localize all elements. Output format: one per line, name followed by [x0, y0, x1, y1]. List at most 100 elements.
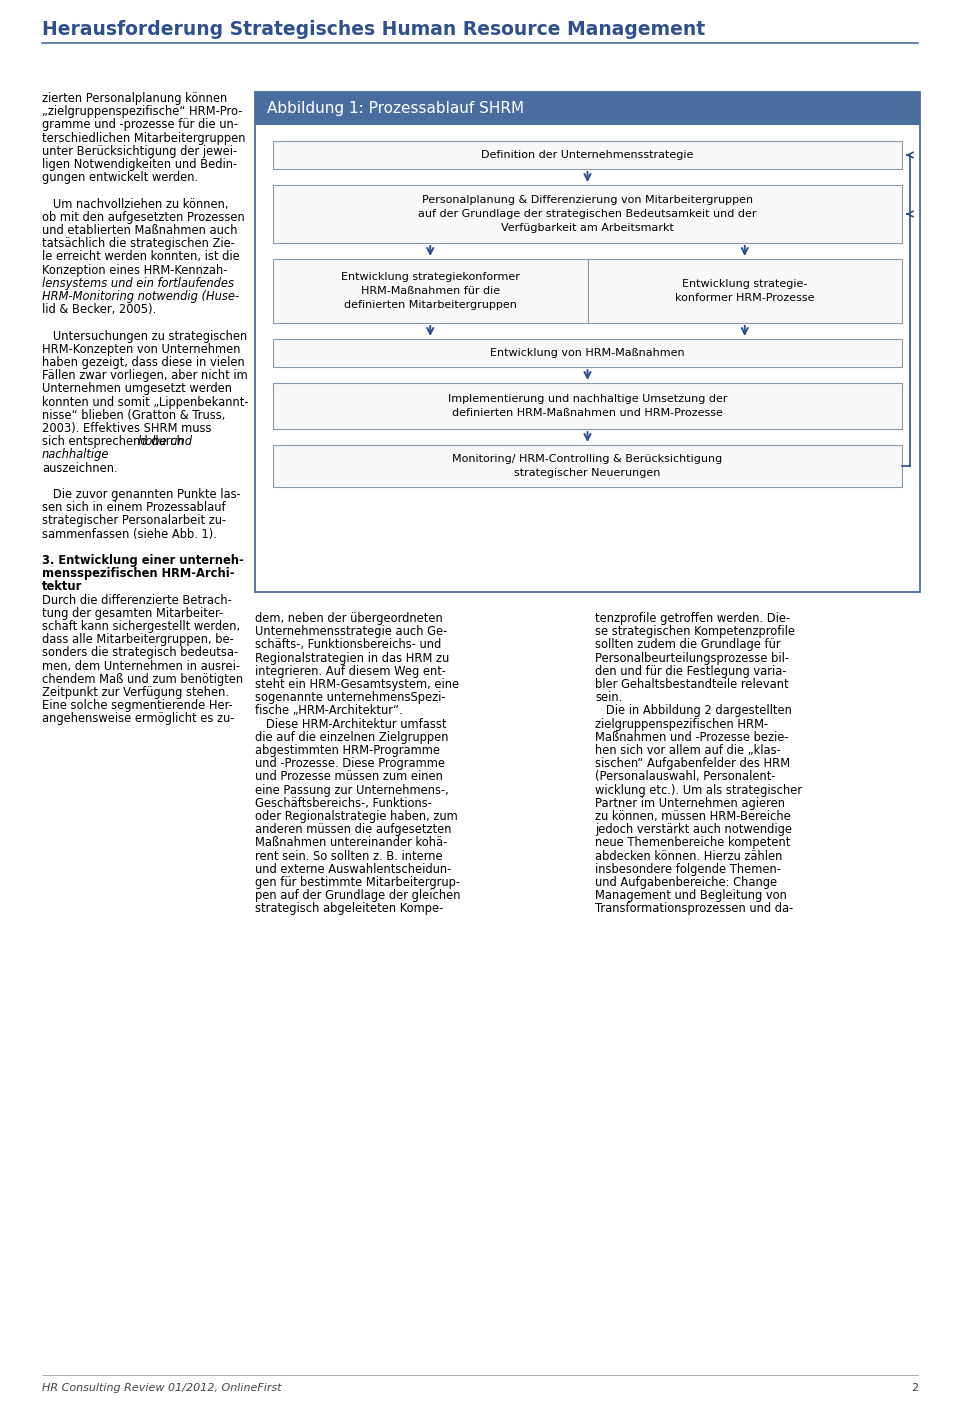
- Text: sollten zudem die Grundlage für: sollten zudem die Grundlage für: [595, 638, 780, 651]
- Text: Maßnahmen und -Prozesse bezie-: Maßnahmen und -Prozesse bezie-: [595, 730, 788, 744]
- Bar: [273, 445, 902, 486]
- Text: und etablierten Maßnahmen auch: und etablierten Maßnahmen auch: [42, 224, 237, 237]
- Text: eine Passung zur Unternehmens-,: eine Passung zur Unternehmens-,: [255, 784, 448, 797]
- Text: Die in Abbildung 2 dargestellten: Die in Abbildung 2 dargestellten: [595, 705, 792, 718]
- Text: pen auf der Grundlage der gleichen: pen auf der Grundlage der gleichen: [255, 889, 461, 902]
- Text: gungen entwickelt werden.: gungen entwickelt werden.: [42, 172, 198, 184]
- Text: sammenfassen (siehe Abb. 1).: sammenfassen (siehe Abb. 1).: [42, 527, 217, 540]
- Text: Maßnahmen untereinander kohä-: Maßnahmen untereinander kohä-: [255, 837, 447, 849]
- Bar: [273, 339, 902, 367]
- Text: anderen müssen die aufgesetzten: anderen müssen die aufgesetzten: [255, 824, 451, 837]
- Text: integrieren. Auf diesem Weg ent-: integrieren. Auf diesem Weg ent-: [255, 665, 446, 678]
- Text: lid & Becker, 2005).: lid & Becker, 2005).: [42, 303, 156, 316]
- Text: haben gezeigt, dass diese in vielen: haben gezeigt, dass diese in vielen: [42, 356, 245, 369]
- Text: schäfts-, Funktionsbereichs- und: schäfts-, Funktionsbereichs- und: [255, 638, 442, 651]
- Text: Implementierung und nachhaltige Umsetzung der
definierten HRM-Maßnahmen und HRM-: Implementierung und nachhaltige Umsetzun…: [447, 394, 728, 418]
- Text: 2003). Effektives SHRM muss: 2003). Effektives SHRM muss: [42, 423, 211, 435]
- Text: abgestimmten HRM-Programme: abgestimmten HRM-Programme: [255, 744, 440, 757]
- Text: sein.: sein.: [595, 691, 622, 705]
- Text: gen für bestimmte Mitarbeitergrup-: gen für bestimmte Mitarbeitergrup-: [255, 876, 460, 889]
- Text: Unternehmensstrategie auch Ge-: Unternehmensstrategie auch Ge-: [255, 625, 447, 638]
- Text: bler Gehaltsbestandteile relevant: bler Gehaltsbestandteile relevant: [595, 678, 788, 691]
- Text: Regionalstrategien in das HRM zu: Regionalstrategien in das HRM zu: [255, 652, 449, 665]
- Text: strategisch abgeleiteten Kompe-: strategisch abgeleiteten Kompe-: [255, 902, 444, 916]
- Text: wicklung etc.). Um als strategischer: wicklung etc.). Um als strategischer: [595, 784, 803, 797]
- Text: nisse“ blieben (Gratton & Truss,: nisse“ blieben (Gratton & Truss,: [42, 408, 226, 421]
- Text: le erreicht werden konnten, ist die: le erreicht werden konnten, ist die: [42, 251, 240, 264]
- Text: mensspezifischen HRM-Archi-: mensspezifischen HRM-Archi-: [42, 567, 234, 580]
- Text: und Aufgabenbereiche: Change: und Aufgabenbereiche: Change: [595, 876, 778, 889]
- Text: sonders die strategisch bedeutsa-: sonders die strategisch bedeutsa-: [42, 647, 238, 659]
- Text: Monitoring/ HRM-Controlling & Berücksichtigung
strategischer Neuerungen: Monitoring/ HRM-Controlling & Berücksich…: [452, 454, 723, 478]
- Text: HR Consulting Review 01/2012, OnlineFirst: HR Consulting Review 01/2012, OnlineFirs…: [42, 1383, 281, 1392]
- Text: schaft kann sichergestellt werden,: schaft kann sichergestellt werden,: [42, 620, 240, 632]
- Bar: [273, 140, 902, 169]
- Text: rent sein. So sollten z. B. interne: rent sein. So sollten z. B. interne: [255, 849, 443, 862]
- Text: auszeichnen.: auszeichnen.: [42, 462, 118, 475]
- Text: tektur: tektur: [42, 580, 83, 593]
- Text: Unternehmen umgesetzt werden: Unternehmen umgesetzt werden: [42, 383, 232, 396]
- Text: Personalbeurteilungsprozesse bil-: Personalbeurteilungsprozesse bil-: [595, 652, 789, 665]
- Text: dass alle Mitarbeitergruppen, be-: dass alle Mitarbeitergruppen, be-: [42, 634, 233, 647]
- Text: Transformationsprozessen und da-: Transformationsprozessen und da-: [595, 902, 793, 916]
- Text: se strategischen Kompetenzprofile: se strategischen Kompetenzprofile: [595, 625, 795, 638]
- Text: zu können, müssen HRM-Bereiche: zu können, müssen HRM-Bereiche: [595, 810, 791, 822]
- Text: Eine solche segmentierende Her-: Eine solche segmentierende Her-: [42, 699, 232, 712]
- Text: sich entsprechend durch: sich entsprechend durch: [42, 435, 187, 448]
- Text: HRM-Konzepten von Unternehmen: HRM-Konzepten von Unternehmen: [42, 343, 241, 356]
- Text: gramme und -prozesse für die un-: gramme und -prozesse für die un-: [42, 118, 238, 132]
- Text: die auf die einzelnen Zielgruppen: die auf die einzelnen Zielgruppen: [255, 730, 448, 744]
- Text: steht ein HRM-Gesamtsystem, eine: steht ein HRM-Gesamtsystem, eine: [255, 678, 459, 691]
- Text: terschiedlichen Mitarbeitergruppen: terschiedlichen Mitarbeitergruppen: [42, 132, 246, 145]
- Text: chendem Maß und zum benötigten: chendem Maß und zum benötigten: [42, 672, 243, 686]
- Text: nachhaltige: nachhaltige: [42, 448, 109, 461]
- Text: Definition der Unternehmensstrategie: Definition der Unternehmensstrategie: [481, 150, 694, 160]
- Text: Herausforderung Strategisches Human Resource Management: Herausforderung Strategisches Human Reso…: [42, 20, 706, 40]
- Text: den und für die Festlegung varia-: den und für die Festlegung varia-: [595, 665, 786, 678]
- Text: tenzprofile getroffen werden. Die-: tenzprofile getroffen werden. Die-: [595, 613, 790, 625]
- Bar: [255, 92, 920, 591]
- Text: abdecken können. Hierzu zählen: abdecken können. Hierzu zählen: [595, 849, 782, 862]
- Text: Diese HRM-Architektur umfasst: Diese HRM-Architektur umfasst: [255, 718, 446, 730]
- Text: Fällen zwar vorliegen, aber nicht im: Fällen zwar vorliegen, aber nicht im: [42, 369, 248, 383]
- Bar: [255, 92, 920, 125]
- Text: tatsächlich die strategischen Zie-: tatsächlich die strategischen Zie-: [42, 237, 235, 250]
- Text: ob mit den aufgesetzten Prozessen: ob mit den aufgesetzten Prozessen: [42, 211, 245, 224]
- Text: angehensweise ermöglicht es zu-: angehensweise ermöglicht es zu-: [42, 712, 234, 726]
- Text: Entwicklung strategiekonformer
HRM-Maßnahmen für die
definierten Mitarbeitergrup: Entwicklung strategiekonformer HRM-Maßna…: [341, 272, 519, 309]
- Bar: [273, 184, 902, 242]
- Text: Die zuvor genannten Punkte las-: Die zuvor genannten Punkte las-: [42, 488, 241, 501]
- Text: Entwicklung strategie-
konformer HRM-Prozesse: Entwicklung strategie- konformer HRM-Pro…: [675, 279, 814, 303]
- Text: strategischer Personalarbeit zu-: strategischer Personalarbeit zu-: [42, 515, 227, 527]
- Text: fische „HRM-Architektur“.: fische „HRM-Architektur“.: [255, 705, 402, 718]
- Bar: [588, 259, 902, 323]
- Text: zierten Personalplanung können: zierten Personalplanung können: [42, 92, 228, 105]
- Text: Geschäftsbereichs-, Funktions-: Geschäftsbereichs-, Funktions-: [255, 797, 432, 810]
- Text: und externe Auswahlentscheidun-: und externe Auswahlentscheidun-: [255, 862, 451, 876]
- Text: 3. Entwicklung einer unterneh-: 3. Entwicklung einer unterneh-: [42, 554, 244, 567]
- Text: lensystems und ein fortlaufendes: lensystems und ein fortlaufendes: [42, 277, 234, 289]
- Text: „zielgruppenspezifische“ HRM-Pro-: „zielgruppenspezifische“ HRM-Pro-: [42, 105, 242, 118]
- Text: (Personalauswahl, Personalent-: (Personalauswahl, Personalent-: [595, 770, 776, 783]
- Text: zielgruppenspezifischen HRM-: zielgruppenspezifischen HRM-: [595, 718, 768, 730]
- Text: sen sich in einem Prozessablauf: sen sich in einem Prozessablauf: [42, 501, 226, 515]
- Text: hohe und: hohe und: [137, 435, 192, 448]
- Text: Konzeption eines HRM-Kennzah-: Konzeption eines HRM-Kennzah-: [42, 264, 228, 277]
- Bar: [273, 383, 902, 430]
- Text: Management und Begleitung von: Management und Begleitung von: [595, 889, 787, 902]
- Text: Partner im Unternehmen agieren: Partner im Unternehmen agieren: [595, 797, 785, 810]
- Text: men, dem Unternehmen in ausrei-: men, dem Unternehmen in ausrei-: [42, 659, 240, 672]
- Text: Durch die differenzierte Betrach-: Durch die differenzierte Betrach-: [42, 594, 231, 607]
- Text: neue Themenbereiche kompetent: neue Themenbereiche kompetent: [595, 837, 790, 849]
- Text: insbesondere folgende Themen-: insbesondere folgende Themen-: [595, 862, 780, 876]
- Text: dem, neben der übergeordneten: dem, neben der übergeordneten: [255, 613, 443, 625]
- Text: und Prozesse müssen zum einen: und Prozesse müssen zum einen: [255, 770, 443, 783]
- Text: tung der gesamten Mitarbeiter-: tung der gesamten Mitarbeiter-: [42, 607, 223, 620]
- Text: hen sich vor allem auf die „klas-: hen sich vor allem auf die „klas-: [595, 744, 780, 757]
- Text: ligen Notwendigkeiten und Bedin-: ligen Notwendigkeiten und Bedin-: [42, 157, 237, 172]
- Text: Zeitpunkt zur Verfügung stehen.: Zeitpunkt zur Verfügung stehen.: [42, 686, 229, 699]
- Text: 2: 2: [911, 1383, 918, 1392]
- Text: HRM-Monitoring notwendig (Huse-: HRM-Monitoring notwendig (Huse-: [42, 291, 239, 303]
- Text: Um nachvollziehen zu können,: Um nachvollziehen zu können,: [42, 197, 228, 211]
- Text: oder Regionalstrategie haben, zum: oder Regionalstrategie haben, zum: [255, 810, 458, 822]
